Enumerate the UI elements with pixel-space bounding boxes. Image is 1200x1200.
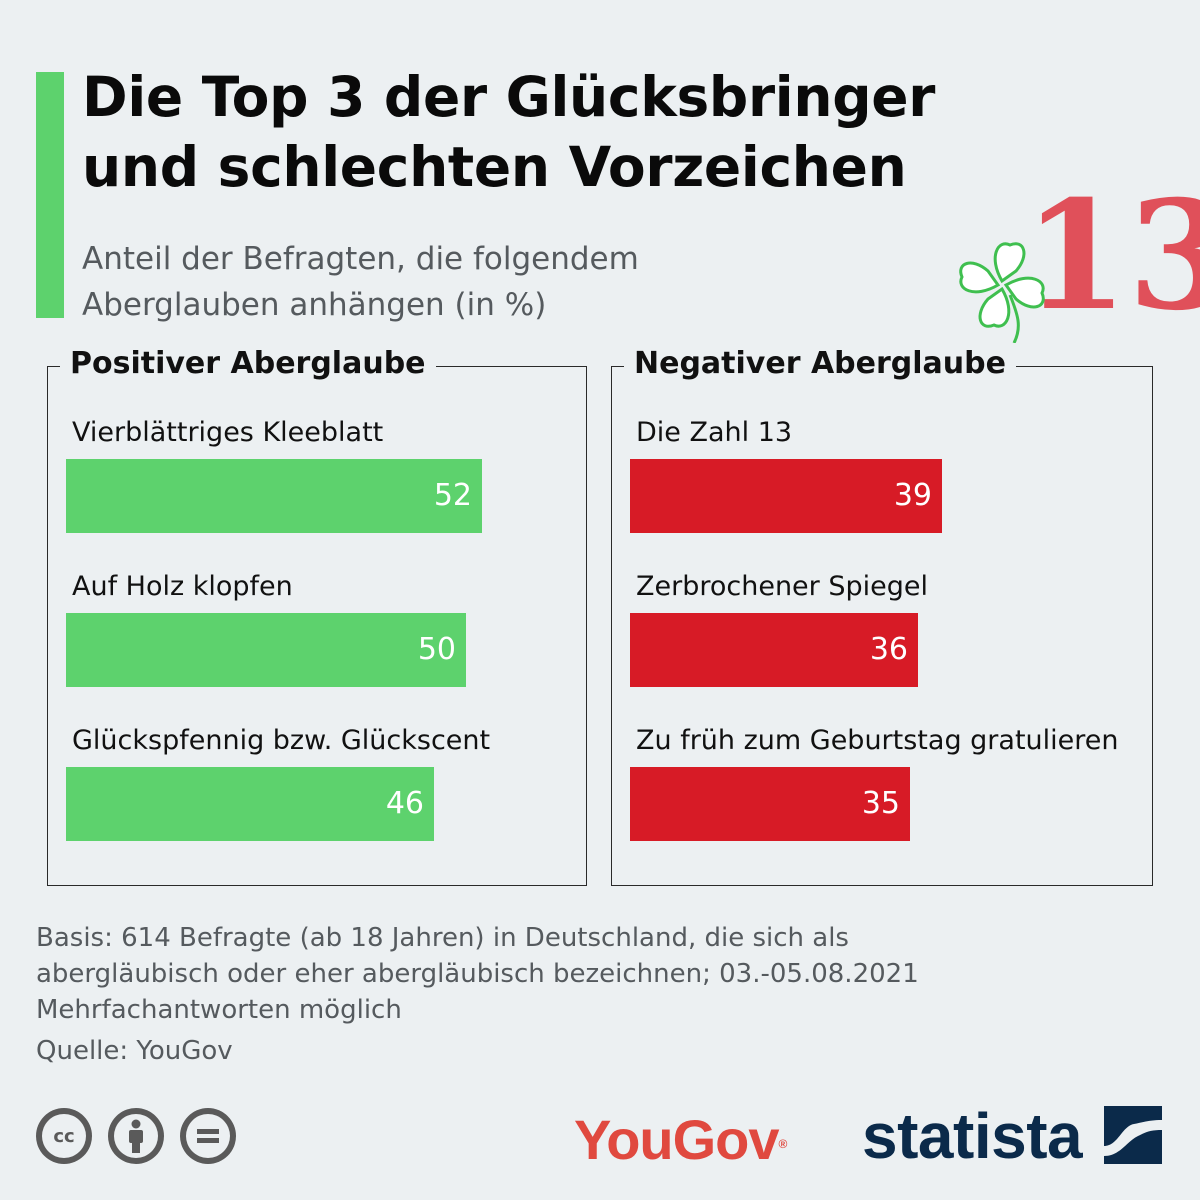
positive-superstition-panel: Positiver Aberglaube Vierblättriges Klee…: [47, 343, 587, 886]
no-derivatives-icon[interactable]: [180, 1108, 236, 1164]
panel-title-positive: Positiver Aberglaube: [60, 343, 436, 385]
panel-title-negative: Negativer Aberglaube: [624, 343, 1016, 385]
negative-rows: Die Zahl 13 39 Zerbrochener Spiegel 36 Z…: [622, 413, 1152, 875]
bar-value-label: 39: [893, 478, 932, 513]
bar-label: Glückspfennig bzw. Glückscent: [72, 725, 491, 756]
bar-value-label: 36: [869, 632, 908, 667]
bar: 50: [66, 613, 466, 687]
bar: 39: [630, 459, 942, 533]
bar-label: Die Zahl 13: [636, 417, 793, 448]
statista-logo-icon: [1104, 1106, 1162, 1164]
statista-logo[interactable]: statista: [862, 1100, 1083, 1172]
bar-value-label: 50: [417, 632, 456, 667]
page-title: Die Top 3 der Glücksbringer und schlecht…: [82, 62, 935, 202]
bar-row: Auf Holz klopfen 50: [58, 567, 586, 721]
source-note: Quelle: YouGov: [36, 1036, 233, 1066]
attribution-icon[interactable]: [108, 1108, 164, 1164]
bar-row: Zerbrochener Spiegel 36: [622, 567, 1152, 721]
title-line-1: Die Top 3 der Glücksbringer: [82, 65, 936, 129]
negative-superstition-panel: Negativer Aberglaube Die Zahl 13 39 Zerb…: [611, 343, 1153, 886]
bar-row: Zu früh zum Geburtstag gratulieren 35: [622, 721, 1152, 875]
bar: 36: [630, 613, 918, 687]
yougov-logo[interactable]: YouGov®: [574, 1108, 787, 1171]
bar: 46: [66, 767, 434, 841]
bar: 52: [66, 459, 482, 533]
clover-and-13-illustration: 13: [959, 180, 1200, 344]
bar-label: Zerbrochener Spiegel: [636, 571, 928, 602]
subtitle-line-1: Anteil der Befragten, die folgendem: [82, 241, 639, 277]
bar-row: Die Zahl 13 39: [622, 413, 1152, 567]
cc-icon[interactable]: cc: [36, 1108, 92, 1164]
footnote: Basis: 614 Befragte (ab 18 Jahren) in De…: [36, 920, 919, 1028]
license-icons: cc: [36, 1108, 236, 1164]
page-subtitle: Anteil der Befragten, die folgendem Aber…: [82, 236, 639, 328]
bar-label: Vierblättriges Kleeblatt: [72, 417, 384, 448]
yougov-logo-text: YouGov: [574, 1108, 780, 1171]
bar-row: Glückspfennig bzw. Glückscent 46: [58, 721, 586, 875]
number-13-decoration: 13: [1024, 180, 1200, 344]
footnote-line: abergläubisch oder eher abergläubisch be…: [36, 959, 919, 989]
accent-bar: [36, 72, 64, 318]
positive-rows: Vierblättriges Kleeblatt 52 Auf Holz klo…: [58, 413, 586, 875]
title-line-2: und schlechten Vorzeichen: [82, 135, 907, 199]
four-leaf-clover-icon: [959, 242, 1045, 344]
bar: 35: [630, 767, 910, 841]
bar-value-label: 46: [385, 786, 424, 821]
bar-value-label: 35: [861, 786, 900, 821]
subtitle-line-2: Aberglauben anhängen (in %): [82, 287, 547, 323]
bar-label: Auf Holz klopfen: [72, 571, 293, 602]
footnote-line: Mehrfachantworten möglich: [36, 995, 402, 1025]
bar-label: Zu früh zum Geburtstag gratulieren: [636, 725, 1119, 756]
bar-value-label: 52: [433, 478, 472, 513]
bar-row: Vierblättriges Kleeblatt 52: [58, 413, 586, 567]
footnote-line: Basis: 614 Befragte (ab 18 Jahren) in De…: [36, 923, 849, 953]
